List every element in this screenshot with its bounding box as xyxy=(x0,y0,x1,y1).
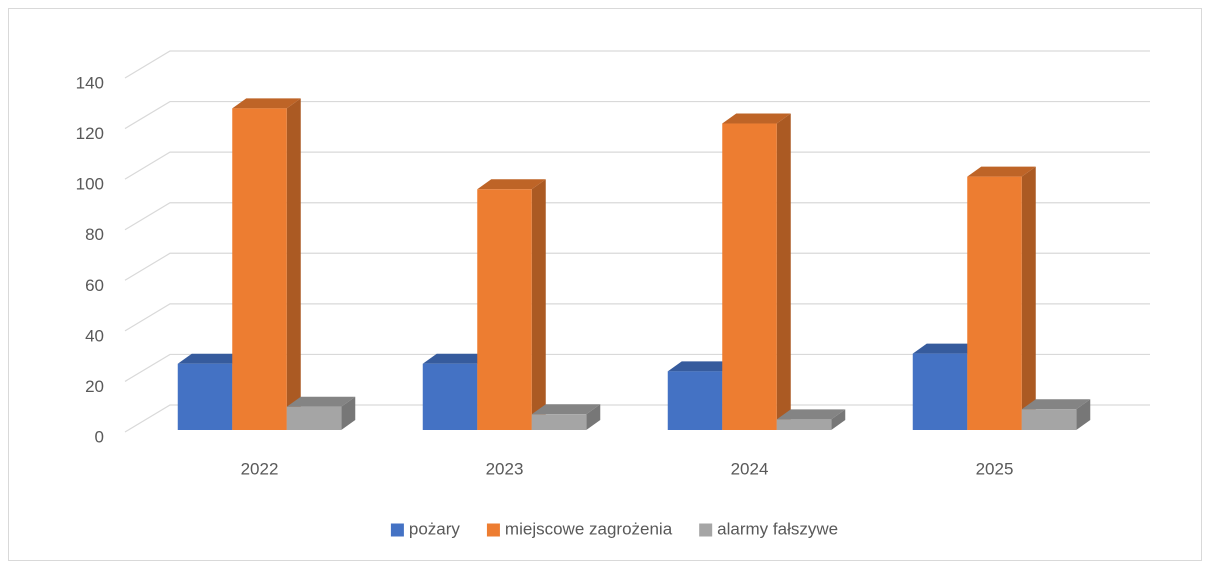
bar-top xyxy=(1021,399,1091,410)
bar-front xyxy=(776,419,832,430)
bar-top xyxy=(531,404,601,415)
legend-label: alarmy fałszywe xyxy=(717,519,838,538)
x-tick-label: 2023 xyxy=(486,459,524,478)
legend: pożary miejscowe zagrożenia alarmy fałszyw… xyxy=(390,519,838,538)
y-tick-label: 100 xyxy=(76,175,104,194)
bar xyxy=(1021,399,1091,430)
bar-side xyxy=(776,113,791,430)
bar-side xyxy=(286,98,301,430)
bar xyxy=(477,179,546,430)
y-tick-label: 0 xyxy=(95,427,104,446)
bar xyxy=(531,404,601,430)
bar-side xyxy=(341,396,356,430)
y-tick-label: 140 xyxy=(76,73,104,92)
legend-label: miejscowe zagrożenia xyxy=(505,519,673,538)
bar-side xyxy=(531,179,546,430)
bar-front xyxy=(531,414,587,430)
bar-top xyxy=(177,353,247,364)
x-tick-label: 2022 xyxy=(241,459,279,478)
y-tick-label: 120 xyxy=(76,124,104,143)
grid-line xyxy=(124,404,1150,433)
bar-top xyxy=(667,361,737,372)
bar xyxy=(967,166,1036,430)
bar-front xyxy=(912,353,968,430)
bar-top xyxy=(967,166,1036,177)
bar-front xyxy=(967,176,1022,430)
bar-side xyxy=(1021,166,1036,430)
bar xyxy=(722,113,791,430)
bar-top xyxy=(722,113,791,124)
grid-line xyxy=(124,202,1150,231)
bar-top xyxy=(422,353,492,364)
y-tick-label: 40 xyxy=(85,326,104,345)
bar-front xyxy=(722,123,777,430)
grid-line xyxy=(124,252,1150,281)
bar-front xyxy=(422,363,478,430)
grid-line xyxy=(124,353,1150,382)
bar-side xyxy=(1076,399,1091,430)
legend-swatch xyxy=(486,523,500,537)
grid-line xyxy=(124,50,1150,79)
bar xyxy=(232,98,301,430)
bar-front xyxy=(1021,409,1077,430)
y-tick-label: 80 xyxy=(85,225,104,244)
bar-side xyxy=(586,404,601,430)
bar-top xyxy=(286,396,356,407)
bar-top xyxy=(776,409,846,420)
y-tick-label: 20 xyxy=(85,377,104,396)
grid-line xyxy=(124,303,1150,332)
legend-swatch xyxy=(699,523,713,537)
bar-top xyxy=(477,179,546,190)
bar-front xyxy=(177,363,233,430)
bar-front xyxy=(477,189,532,430)
bar-side xyxy=(831,409,846,430)
bar-top xyxy=(232,98,301,109)
bar xyxy=(776,409,846,430)
x-tick-label: 2024 xyxy=(731,459,769,478)
bar-top xyxy=(912,343,982,354)
bar-front xyxy=(232,108,287,430)
bar-front xyxy=(286,406,342,430)
x-tick-label: 2025 xyxy=(976,459,1014,478)
grid-line xyxy=(124,100,1150,130)
legend-label: pożary xyxy=(409,519,461,538)
grid-line xyxy=(124,151,1150,180)
bar xyxy=(286,396,356,430)
legend-swatch xyxy=(390,523,404,537)
y-tick-label: 60 xyxy=(85,276,104,295)
bar-front xyxy=(667,371,723,430)
